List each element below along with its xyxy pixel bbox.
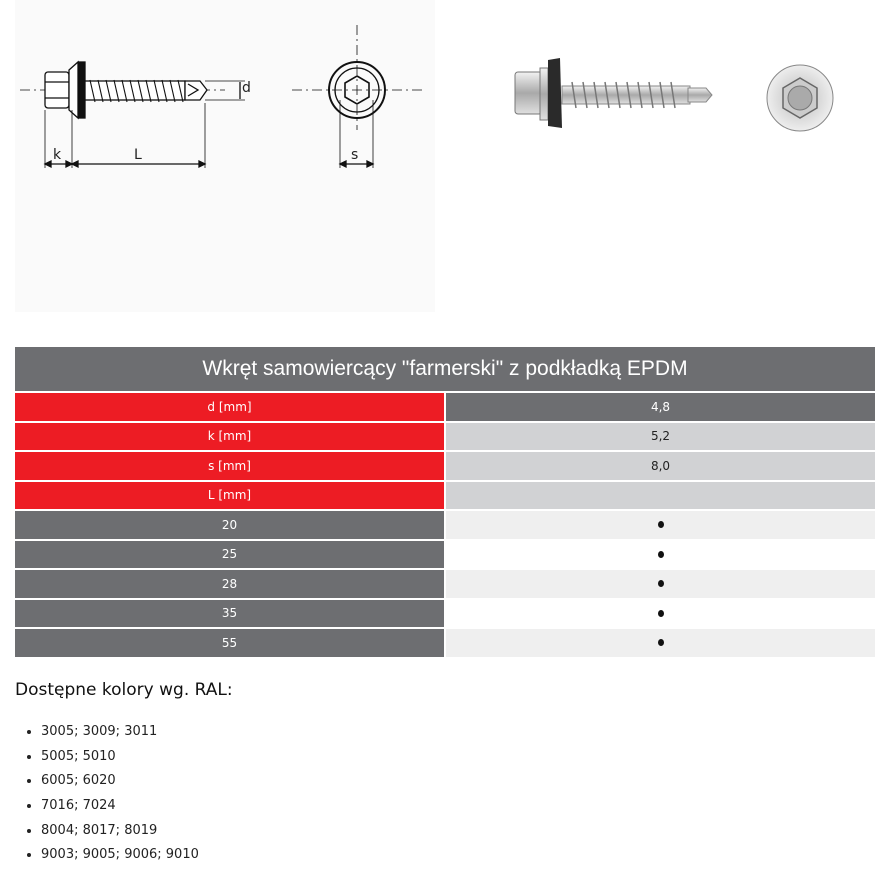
spec-label: d [mm]: [15, 393, 444, 421]
list-item: 3005; 3009; 3011: [41, 720, 199, 745]
spec-value: [446, 481, 875, 509]
table-row: d [mm] 4,8: [15, 393, 875, 421]
length-label: 55: [15, 629, 444, 657]
availability-cell: [446, 629, 875, 657]
list-item: 6005; 6020: [41, 769, 199, 794]
table-row: s [mm] 8,0: [15, 452, 875, 480]
available-dot-icon: [657, 639, 664, 647]
table-title: Wkręt samowiercący "farmerski" z podkład…: [15, 347, 875, 391]
available-dot-icon: [657, 580, 664, 588]
table-row: 28: [15, 570, 875, 598]
ral-color-list: 3005; 3009; 3011 5005; 5010 6005; 6020 7…: [15, 720, 199, 868]
technical-drawing: k L d s: [15, 0, 435, 312]
length-label: 35: [15, 599, 444, 627]
availability-cell: [446, 511, 875, 539]
table-row: L [mm]: [15, 481, 875, 509]
dimension-label-L: L: [134, 147, 142, 163]
available-dot-icon: [657, 550, 664, 558]
spec-value: 8,0: [446, 452, 875, 480]
list-item: 7016; 7024: [41, 794, 199, 819]
table-row: 35: [15, 599, 875, 627]
available-dot-icon: [657, 609, 664, 617]
spec-label: k [mm]: [15, 422, 444, 450]
colors-heading: Dostępne kolory wg. RAL:: [15, 680, 233, 700]
dimension-label-d: d: [242, 80, 251, 96]
length-label: 25: [15, 540, 444, 568]
spec-table: Wkręt samowiercący "farmerski" z podkład…: [15, 347, 875, 659]
spec-value: 4,8: [446, 393, 875, 421]
list-item: 9003; 9005; 9006; 9010: [41, 843, 199, 868]
list-item: 5005; 5010: [41, 745, 199, 770]
table-row: 55: [15, 629, 875, 657]
list-item: 8004; 8017; 8019: [41, 819, 199, 844]
table-row: 20: [15, 511, 875, 539]
availability-cell: [446, 599, 875, 627]
available-dot-icon: [657, 521, 664, 529]
spec-value: 5,2: [446, 422, 875, 450]
dimension-label-k: k: [53, 147, 62, 163]
length-label: 28: [15, 570, 444, 598]
spec-label: s [mm]: [15, 452, 444, 480]
length-label: 20: [15, 511, 444, 539]
availability-cell: [446, 570, 875, 598]
table-row: k [mm] 5,2: [15, 422, 875, 450]
table-row: 25: [15, 540, 875, 568]
spec-label: L [mm]: [15, 481, 444, 509]
availability-cell: [446, 540, 875, 568]
product-photo: [480, 30, 880, 160]
dimension-label-s: s: [351, 147, 359, 163]
